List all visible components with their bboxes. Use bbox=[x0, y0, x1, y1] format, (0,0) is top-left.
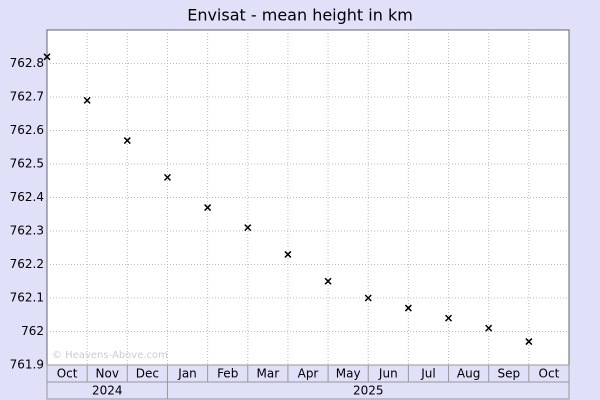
x-tick-label: May bbox=[336, 367, 361, 381]
point bbox=[324, 277, 332, 285]
point bbox=[204, 204, 212, 212]
point bbox=[364, 294, 372, 302]
year-label: 2025 bbox=[353, 384, 384, 398]
point bbox=[244, 224, 252, 232]
y-tick-label: 761.9 bbox=[10, 358, 44, 372]
point bbox=[163, 173, 171, 181]
point bbox=[525, 338, 533, 346]
year-label: 2024 bbox=[92, 384, 123, 398]
point bbox=[485, 324, 493, 332]
point bbox=[43, 53, 51, 61]
y-tick-label: 762.5 bbox=[10, 157, 44, 171]
point bbox=[404, 304, 412, 312]
x-tick-label: Nov bbox=[96, 367, 119, 381]
x-tick-label: Oct bbox=[57, 367, 78, 381]
point bbox=[445, 314, 453, 322]
point bbox=[123, 137, 131, 145]
x-tick-label: Mar bbox=[257, 367, 280, 381]
x-tick-label: Feb bbox=[217, 367, 238, 381]
y-tick-label: 762.1 bbox=[10, 291, 44, 305]
x-tick-label: Jun bbox=[378, 367, 398, 381]
y-tick-label: 762.2 bbox=[10, 257, 44, 271]
y-tick-label: 762.6 bbox=[10, 123, 44, 137]
y-tick-label: 762.3 bbox=[10, 224, 44, 238]
year-band bbox=[46, 381, 570, 400]
x-tick-label: Dec bbox=[136, 367, 159, 381]
point bbox=[284, 250, 292, 258]
chart-title: Envisat - mean height in km bbox=[187, 6, 413, 25]
y-tick-label: 762.4 bbox=[10, 190, 44, 204]
y-tick-label: 762.8 bbox=[10, 56, 44, 70]
watermark: © Heavens-Above.com bbox=[52, 350, 168, 361]
x-tick-label: Aug bbox=[457, 367, 480, 381]
x-tick-label: Jul bbox=[420, 367, 435, 381]
y-tick-label: 762.7 bbox=[10, 90, 44, 104]
x-tick-label: Sep bbox=[497, 367, 520, 381]
x-tick-label: Oct bbox=[539, 367, 560, 381]
y-tick-label: 762 bbox=[21, 324, 44, 338]
point bbox=[83, 96, 91, 104]
x-tick-label: Apr bbox=[298, 367, 319, 381]
x-tick-label: Jan bbox=[177, 367, 197, 381]
